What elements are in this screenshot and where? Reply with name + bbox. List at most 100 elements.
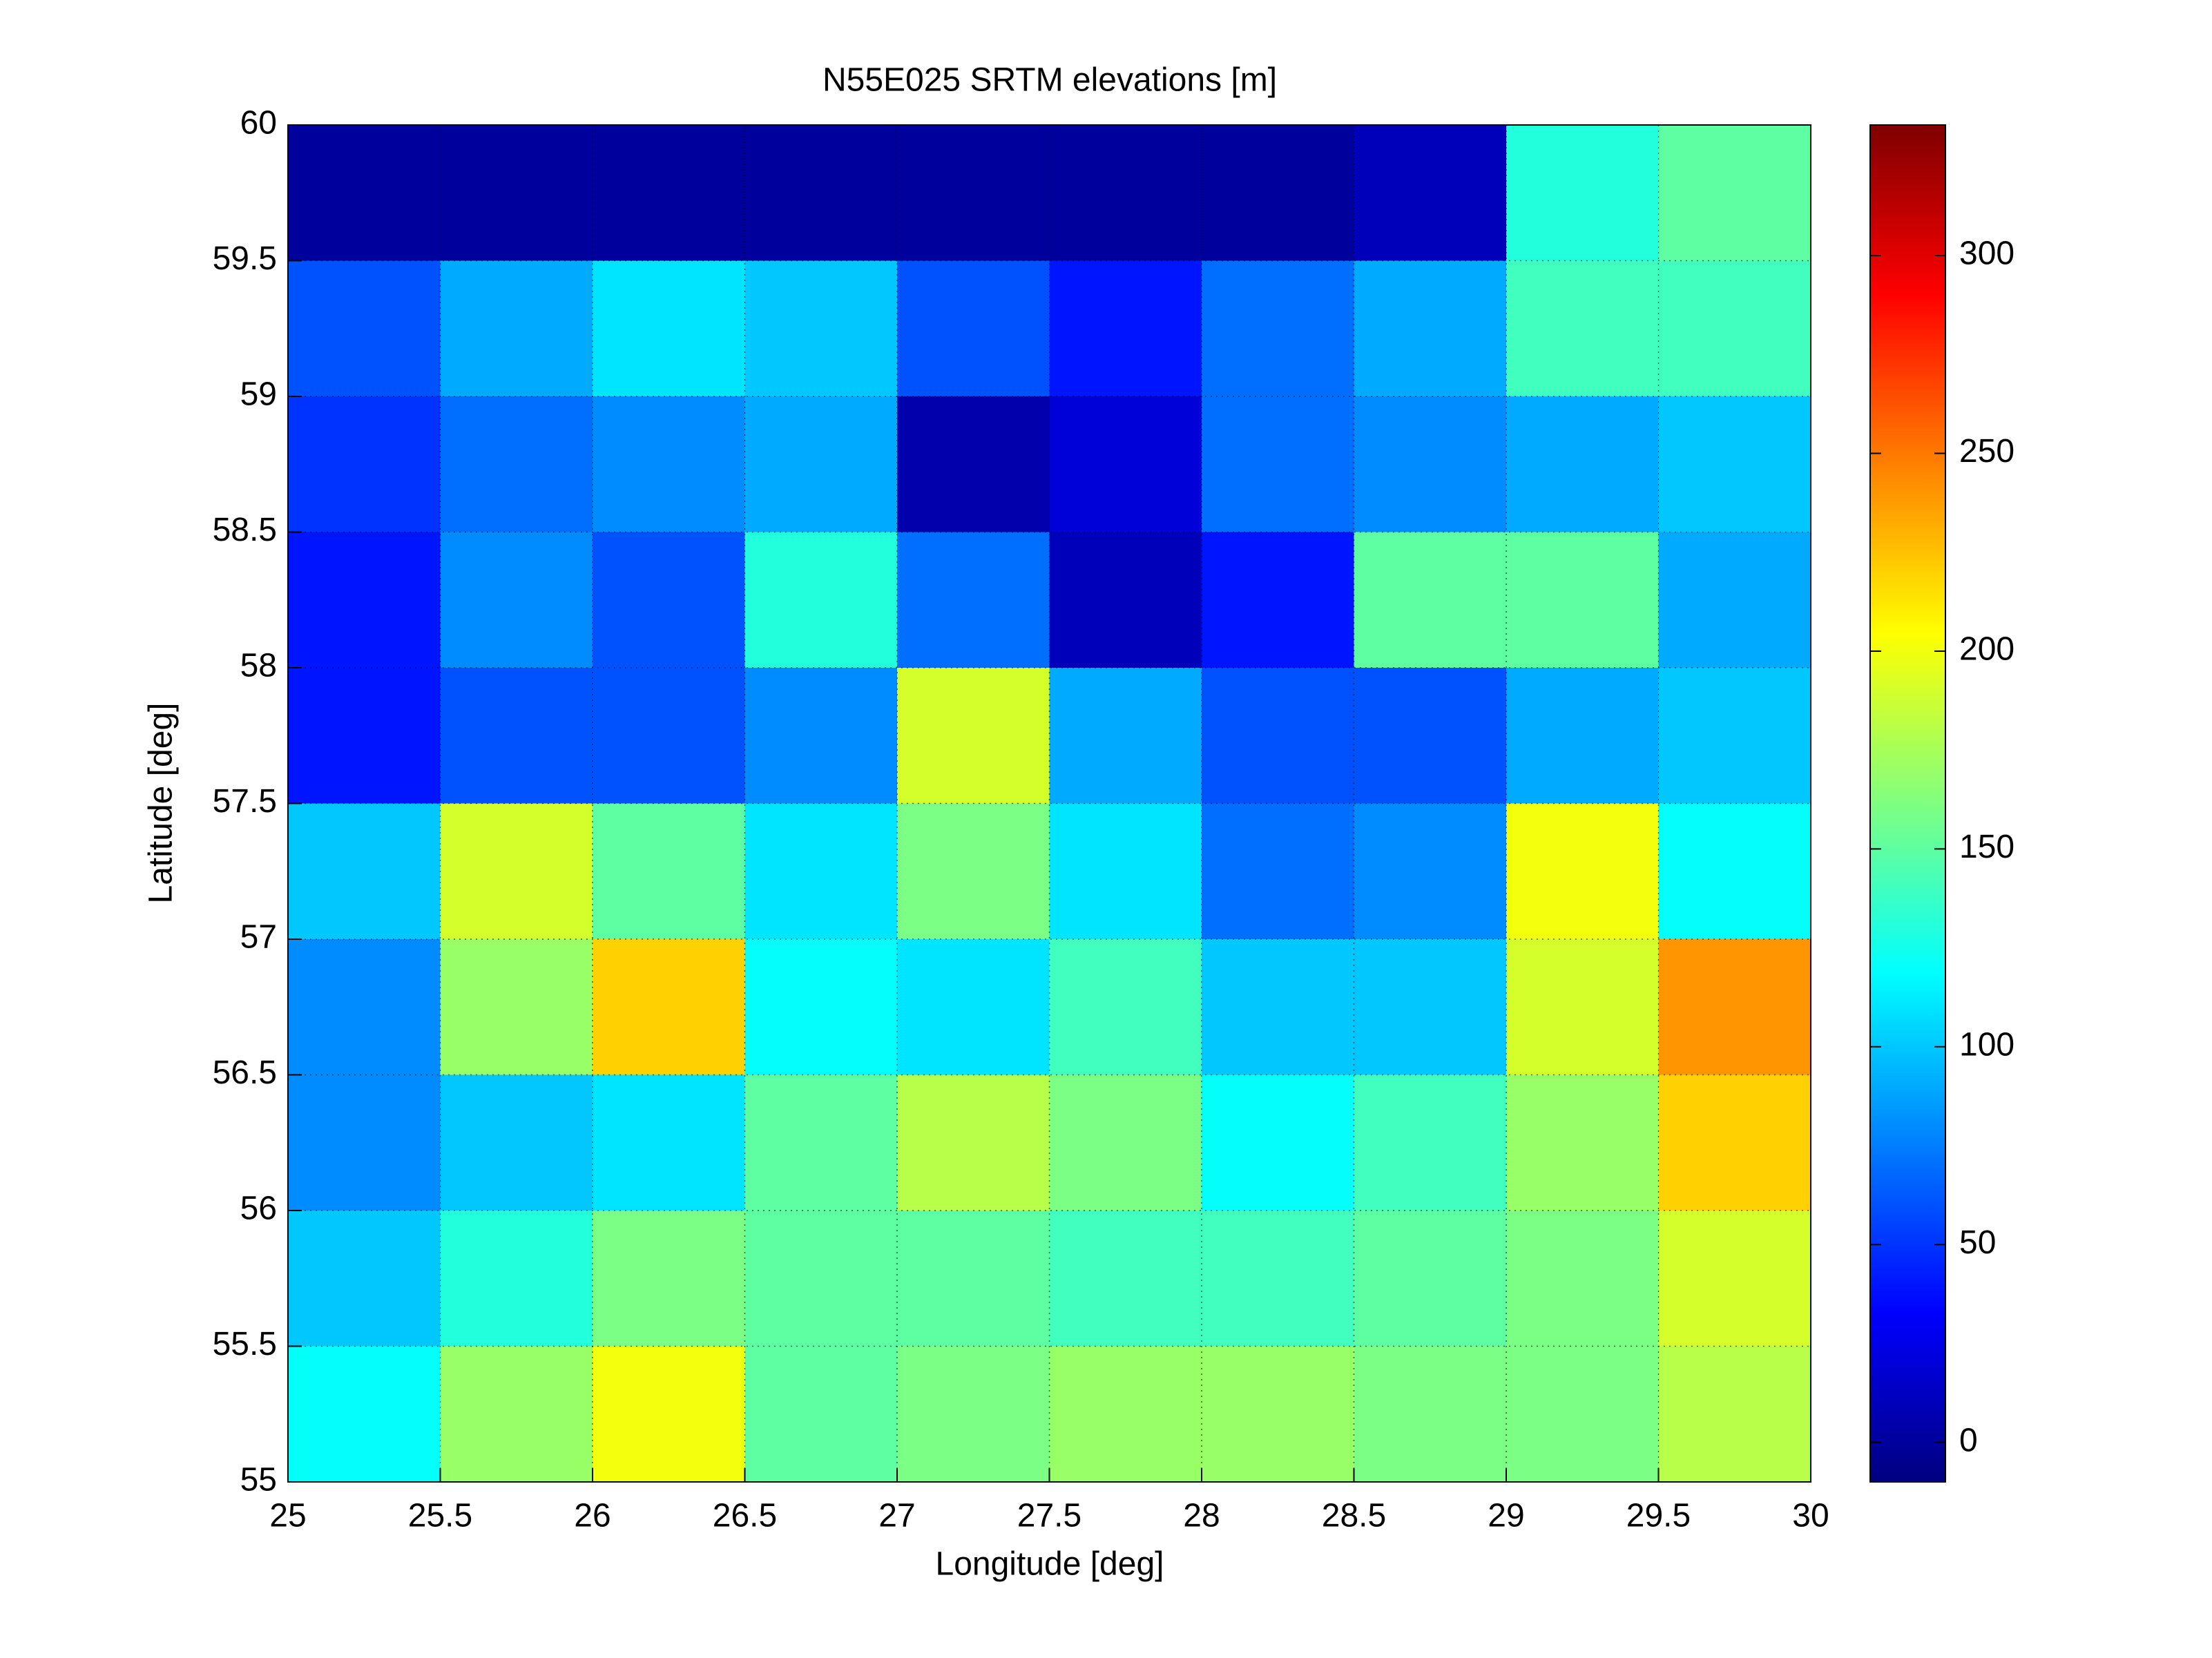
y-tick-label: 55: [240, 1462, 277, 1498]
heatmap-cell: [288, 125, 441, 261]
heatmap-cell: [1658, 396, 1811, 532]
heatmap-cell: [1354, 396, 1507, 532]
heatmap-cell: [1658, 1074, 1811, 1211]
heatmap-cell: [897, 260, 1050, 397]
x-axis-label: Longitude [deg]: [936, 1546, 1164, 1583]
heatmap-cell: [288, 1211, 441, 1347]
heatmap-cell: [1202, 668, 1354, 804]
heatmap-cell: [1658, 1346, 1811, 1483]
x-tick-label: 29.5: [1626, 1498, 1691, 1534]
heatmap-cell: [593, 532, 745, 668]
heatmap-cell: [288, 532, 441, 668]
heatmap-cell: [897, 1346, 1050, 1483]
heatmap-cell: [288, 1346, 441, 1483]
heatmap-cell: [1049, 1074, 1202, 1211]
heatmap-cell: [1049, 396, 1202, 532]
heatmap-cell: [440, 260, 593, 397]
heatmap-cell: [1354, 803, 1507, 940]
heatmap-cell: [1658, 532, 1811, 668]
heatmap-cell: [744, 1074, 898, 1211]
heatmap-cell: [1354, 939, 1507, 1075]
heatmap-cell: [440, 532, 593, 668]
heatmap-cell: [897, 939, 1050, 1075]
heatmap-cell: [1049, 125, 1202, 261]
heatmap-cell: [897, 803, 1050, 940]
heatmap-cell: [288, 396, 441, 532]
heatmap-cell: [1202, 1074, 1354, 1211]
heatmap-cell: [593, 125, 745, 261]
heatmap-cell: [1354, 1211, 1507, 1347]
heatmap-cell: [440, 939, 593, 1075]
colorbar-tick-label: 150: [1959, 829, 2014, 865]
heatmap-cell: [897, 668, 1050, 804]
y-tick-label: 56: [240, 1191, 277, 1227]
colorbar-tick-label: 300: [1959, 235, 2014, 272]
heatmap-cell: [440, 1074, 593, 1211]
heatmap-cell: [1658, 939, 1811, 1075]
heatmap-cell: [897, 396, 1050, 532]
heatmap-cell: [440, 125, 593, 261]
heatmap-cell: [1354, 125, 1507, 261]
heatmap-cell: [1506, 125, 1659, 261]
heatmap-cell: [288, 1074, 441, 1211]
heatmap-cell: [593, 396, 745, 532]
y-tick-label: 57.5: [213, 783, 277, 820]
heatmap-cell: [593, 260, 745, 397]
chart-title: N55E025 SRTM elevations [m]: [823, 62, 1277, 99]
heatmap-cell: [1506, 396, 1659, 532]
heatmap-cell: [593, 668, 745, 804]
heatmap-cell: [744, 396, 898, 532]
heatmap-cell: [1202, 125, 1354, 261]
colorbar-tick-label: 200: [1959, 631, 2014, 668]
heatmap-cell: [744, 125, 898, 261]
y-tick-label: 58.5: [213, 512, 277, 548]
heatmap-cell: [593, 1346, 745, 1483]
y-tick-label: 59: [240, 376, 277, 413]
x-tick-label: 30: [1792, 1498, 1829, 1534]
heatmap-cell: [1506, 1074, 1659, 1211]
heatmap-cell: [1202, 396, 1354, 532]
heatmap-cell: [1049, 1346, 1202, 1483]
heatmap-cell: [288, 939, 441, 1075]
heatmap-cell: [1506, 939, 1659, 1075]
heatmap-cell: [593, 939, 745, 1075]
x-tick-label: 27.5: [1017, 1498, 1081, 1534]
y-tick-label: 57: [240, 919, 277, 956]
heatmap-cell: [440, 1211, 593, 1347]
x-tick-label: 28.5: [1322, 1498, 1386, 1534]
heatmap-cell: [1658, 1211, 1811, 1347]
y-tick-label: 59.5: [213, 240, 277, 277]
heatmap-cell: [744, 939, 898, 1075]
x-tick-label: 26: [574, 1498, 610, 1534]
heatmap-cell: [1049, 668, 1202, 804]
heatmap-cell: [1202, 803, 1354, 940]
heatmap-cell: [1049, 1211, 1202, 1347]
heatmap-cell: [1658, 668, 1811, 804]
heatmap-cell: [593, 803, 745, 940]
y-tick-label: 60: [240, 105, 277, 142]
x-tick-label: 25: [269, 1498, 306, 1534]
heatmap-cell: [440, 803, 593, 940]
heatmap-cell: [744, 260, 898, 397]
heatmap-cell: [593, 1211, 745, 1347]
heatmap-cell: [897, 532, 1050, 668]
colorbar: [1869, 124, 1946, 1483]
heatmap-cell: [897, 1211, 1050, 1347]
heatmap-cell: [1354, 1074, 1507, 1211]
heatmap-cell: [288, 260, 441, 397]
colorbar-tick-label: 250: [1959, 433, 2014, 470]
heatmap-cell: [744, 803, 898, 940]
heatmap-cell: [1049, 803, 1202, 940]
heatmap-cell: [1506, 1211, 1659, 1347]
heatmap-cell: [744, 668, 898, 804]
plot-frame: [287, 124, 1811, 1483]
heatmap-cell: [744, 1211, 898, 1347]
colorbar-tick-label: 100: [1959, 1026, 2014, 1063]
y-tick-label: 56.5: [213, 1054, 277, 1091]
y-tick-label: 55.5: [213, 1326, 277, 1362]
heatmap-cell: [440, 396, 593, 532]
heatmap-cell: [897, 1074, 1050, 1211]
heatmap-cell: [1506, 668, 1659, 804]
heatmap-cell: [1658, 803, 1811, 940]
